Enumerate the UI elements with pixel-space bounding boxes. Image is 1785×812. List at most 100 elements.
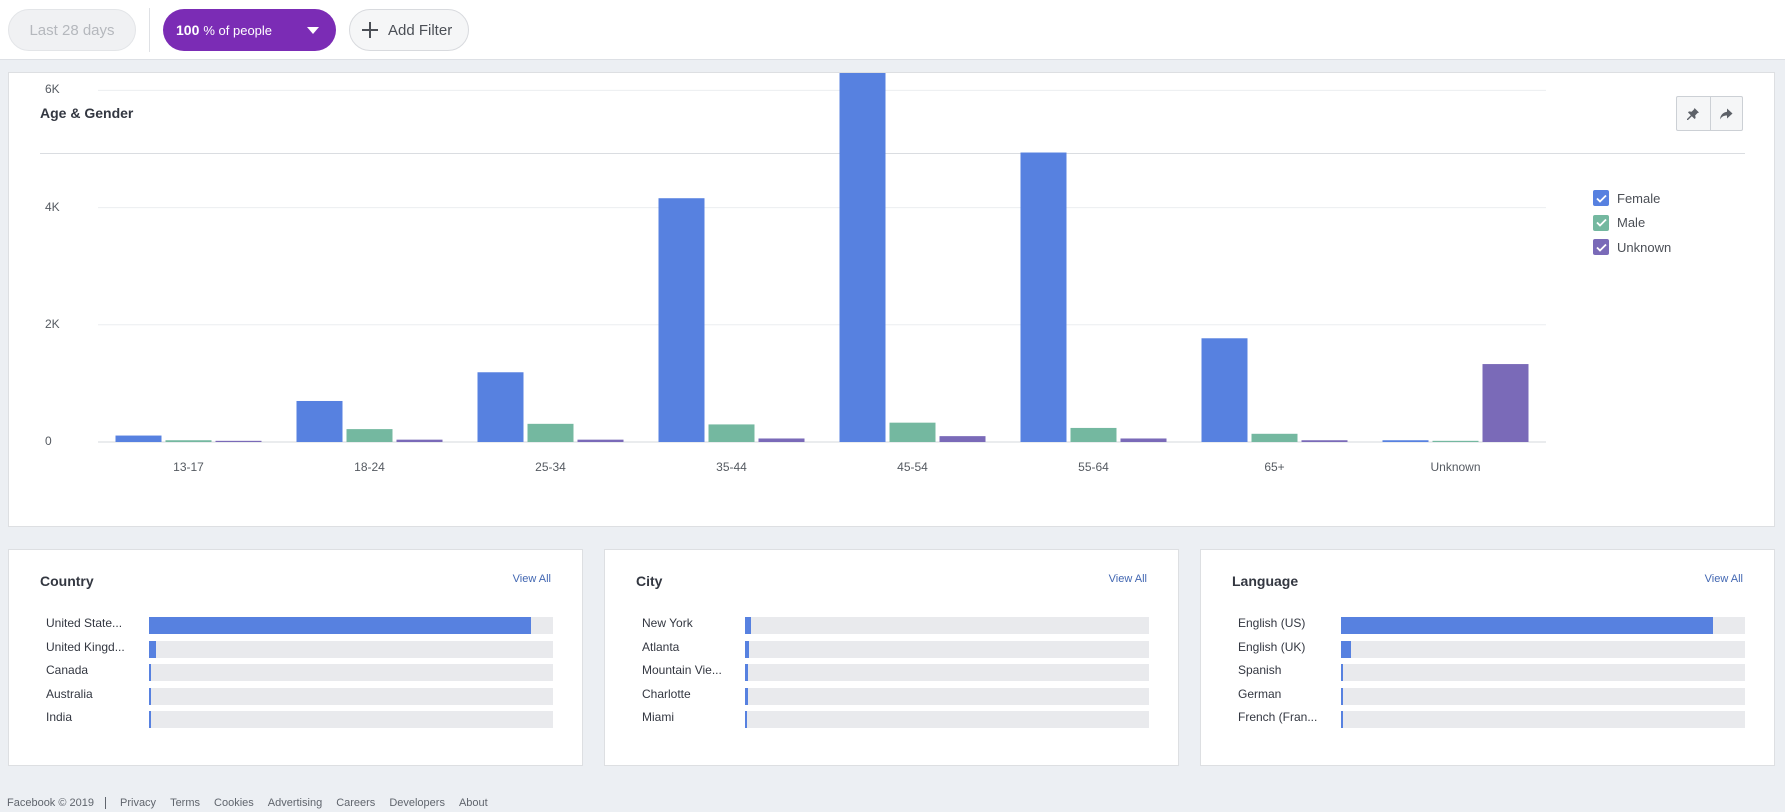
footer-link-terms[interactable]: Terms bbox=[170, 797, 201, 809]
city-row-label: New York bbox=[642, 616, 693, 630]
language-view-all-link[interactable]: View All bbox=[1704, 573, 1743, 585]
language-bar-track bbox=[1341, 640, 1745, 658]
bar-female-45-54[interactable] bbox=[839, 73, 886, 442]
city-bar-track bbox=[745, 664, 1149, 681]
language-row-label: French (Fran... bbox=[1238, 710, 1318, 724]
bar-unknown-25-34[interactable] bbox=[577, 439, 624, 442]
city-title: City bbox=[636, 573, 663, 589]
footer-link-privacy[interactable]: Privacy bbox=[120, 797, 157, 809]
country-row-label: United State... bbox=[46, 616, 123, 630]
footer-link-cookies[interactable]: Cookies bbox=[214, 797, 254, 809]
language-bar-track bbox=[1341, 711, 1745, 728]
bar-unknown-65+[interactable] bbox=[1301, 440, 1348, 442]
bar-unknown-18-24[interactable] bbox=[396, 439, 443, 442]
city-view-all-link[interactable]: View All bbox=[1108, 573, 1147, 585]
x-tick-label: 55-64 bbox=[1078, 460, 1109, 474]
language-bar-fill bbox=[1341, 664, 1344, 681]
card-actions bbox=[1676, 96, 1743, 131]
bar-female-65+[interactable] bbox=[1201, 338, 1248, 442]
language-row: English (US) bbox=[1232, 616, 1745, 634]
language-row-label: Spanish bbox=[1238, 663, 1282, 677]
bar-female-25-34[interactable] bbox=[477, 372, 524, 442]
city-row-label: Atlanta bbox=[642, 639, 680, 654]
x-tick-label: Unknown bbox=[1430, 460, 1481, 474]
card-divider bbox=[40, 153, 1745, 154]
language-bar-fill bbox=[1341, 617, 1713, 634]
bar-unknown-13-17[interactable] bbox=[215, 440, 262, 442]
language-card: Language View All English (US) English (U… bbox=[1200, 549, 1775, 766]
bar-male-55-64[interactable] bbox=[1070, 427, 1117, 442]
bar-male-unknown[interactable] bbox=[1432, 440, 1479, 442]
chevron-down-icon bbox=[307, 27, 319, 34]
bar-male-35-44[interactable] bbox=[708, 424, 755, 442]
copyright: Facebook © 2019 bbox=[7, 797, 94, 809]
country-row: United State... bbox=[40, 616, 553, 634]
y-tick-label: 4K bbox=[45, 199, 60, 214]
language-row: English (UK) bbox=[1232, 640, 1745, 658]
x-tick-label: 45-54 bbox=[897, 460, 928, 474]
footer-link-careers[interactable]: Careers bbox=[336, 797, 376, 809]
country-view-all-link[interactable]: View All bbox=[512, 573, 551, 585]
legend-item-female[interactable]: Female bbox=[1593, 190, 1671, 206]
y-tick-label: 2K bbox=[45, 316, 60, 331]
footer-link-developers[interactable]: Developers bbox=[389, 797, 445, 809]
footer-link-advertising[interactable]: Advertising bbox=[267, 797, 323, 809]
country-bar-fill bbox=[149, 664, 152, 681]
country-bar-track bbox=[149, 711, 553, 728]
share-button[interactable] bbox=[1709, 97, 1743, 130]
audience-dropdown[interactable]: 100 % of people bbox=[163, 9, 336, 51]
country-row: United Kingd... bbox=[40, 639, 553, 658]
checkbox-checked-icon[interactable] bbox=[1593, 239, 1609, 255]
bar-female-unknown[interactable] bbox=[1382, 440, 1429, 442]
chart-legend: Female Male Unknown bbox=[1593, 190, 1671, 264]
filter-divider bbox=[149, 8, 150, 52]
audience-label: % of people bbox=[203, 22, 273, 38]
bar-female-35-44[interactable] bbox=[658, 198, 705, 442]
language-title: Language bbox=[1232, 573, 1299, 589]
city-bar-fill bbox=[745, 617, 751, 634]
bar-unknown-55-64[interactable] bbox=[1120, 438, 1167, 442]
legend-item-unknown[interactable]: Unknown bbox=[1593, 239, 1671, 255]
bar-male-13-17[interactable] bbox=[165, 440, 212, 442]
language-bar-track bbox=[1341, 687, 1745, 705]
country-bar-track bbox=[149, 687, 553, 705]
country-bar-fill bbox=[149, 687, 151, 705]
bar-female-13-17[interactable] bbox=[115, 435, 162, 442]
bar-male-45-54[interactable] bbox=[889, 422, 936, 442]
legend-item-male[interactable]: Male bbox=[1593, 214, 1671, 231]
country-row: Canada bbox=[40, 663, 553, 681]
country-bar-track bbox=[149, 640, 553, 658]
checkbox-checked-icon[interactable] bbox=[1593, 214, 1609, 231]
bar-female-18-24[interactable] bbox=[296, 400, 343, 442]
language-bar-fill bbox=[1341, 640, 1352, 658]
bar-unknown-45-54[interactable] bbox=[939, 436, 986, 442]
bar-unknown-35-44[interactable] bbox=[758, 438, 805, 442]
checkbox-checked-icon[interactable] bbox=[1593, 190, 1609, 206]
age-gender-chart bbox=[98, 73, 1546, 443]
pin-icon bbox=[1687, 107, 1700, 120]
date-range-button[interactable]: Last 28 days bbox=[8, 9, 136, 51]
bar-female-55-64[interactable] bbox=[1020, 152, 1067, 442]
country-bar-track bbox=[149, 664, 553, 681]
bar-male-18-24[interactable] bbox=[346, 429, 393, 442]
language-bar-fill bbox=[1341, 687, 1343, 705]
pin-button[interactable] bbox=[1677, 97, 1710, 130]
city-bar-fill bbox=[745, 711, 748, 728]
country-row-label: United Kingd... bbox=[46, 639, 125, 654]
bar-male-25-34[interactable] bbox=[527, 423, 574, 442]
bar-male-65+[interactable] bbox=[1251, 433, 1298, 442]
add-filter-button[interactable]: Add Filter bbox=[349, 9, 469, 51]
filter-bar: Last 28 days 100 % of people Add Filter bbox=[0, 0, 1785, 60]
y-tick-label: 6K bbox=[45, 82, 60, 97]
country-bar-track bbox=[149, 617, 553, 634]
x-tick-label: 13-17 bbox=[173, 460, 204, 474]
city-row: Miami bbox=[636, 710, 1149, 728]
bar-unknown-unknown[interactable] bbox=[1482, 364, 1529, 442]
footer-link-about[interactable]: About bbox=[458, 797, 488, 809]
country-row: Australia bbox=[40, 687, 553, 705]
x-tick-label: 35-44 bbox=[716, 460, 747, 474]
language-row: German bbox=[1232, 687, 1745, 705]
country-title: Country bbox=[40, 573, 94, 589]
y-tick-label: 0 bbox=[45, 434, 52, 448]
city-row: Atlanta bbox=[636, 639, 1149, 658]
